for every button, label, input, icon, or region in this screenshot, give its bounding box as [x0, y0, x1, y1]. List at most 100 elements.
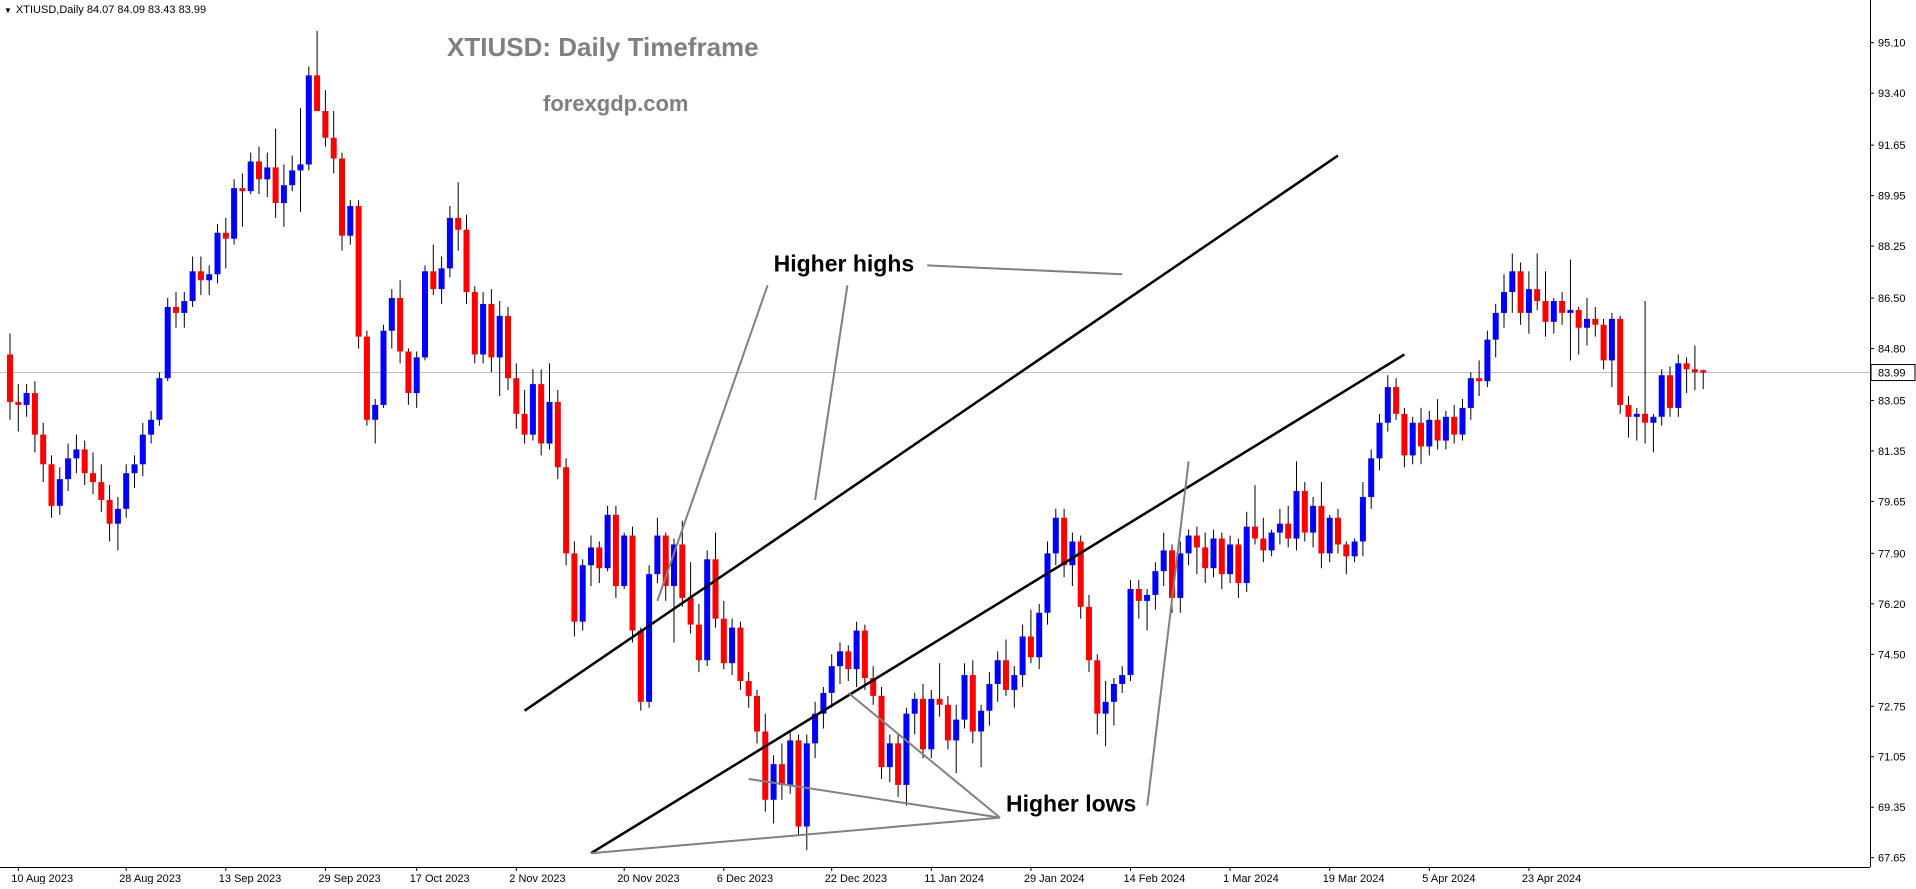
bullish-candle: [1011, 675, 1018, 690]
bullish-candle: [837, 651, 843, 667]
bearish-candle: [612, 514, 619, 587]
bullish-candle: [372, 404, 379, 420]
lower-channel-line[interactable]: [590, 353, 1406, 855]
chart-subtitle: forexgdp.com: [543, 91, 688, 116]
symbol-info: XTIUSD,Daily 84.07 84.09 83.43 83.99: [15, 4, 207, 16]
bullish-candle: [1426, 419, 1433, 447]
bullish-candle: [56, 479, 63, 506]
bullish-candle: [1185, 535, 1192, 554]
y-tick-label: 91.65: [1878, 140, 1906, 152]
bearish-candle: [81, 449, 88, 474]
bearish-candle: [455, 217, 462, 230]
bullish-candle: [496, 315, 503, 358]
bearish-candle: [1542, 301, 1549, 322]
bullish-candle: [1160, 550, 1167, 572]
bullish-candle: [231, 188, 238, 239]
bullish-candle: [1409, 422, 1416, 456]
bearish-candle: [1003, 660, 1009, 690]
bullish-candle: [114, 508, 121, 524]
bearish-candle: [1667, 375, 1673, 408]
bearish-candle: [861, 630, 868, 679]
x-tick-label: 11 Jan 2024: [924, 873, 984, 884]
y-tick-label: 77.90: [1878, 548, 1906, 560]
bearish-candle: [7, 354, 13, 402]
x-tick-label: 29 Jan 2024: [1024, 873, 1085, 884]
x-tick-label: 22 Dec 2023: [825, 873, 887, 884]
bullish-candle: [588, 547, 594, 566]
bullish-candle: [388, 298, 395, 331]
bullish-candle: [1467, 378, 1474, 408]
bullish-candle: [928, 698, 935, 750]
bearish-candle: [1335, 517, 1341, 545]
y-tick-label: 95.10: [1878, 38, 1906, 50]
x-tick-label: 13 Sep 2023: [219, 873, 281, 884]
bullish-candle: [654, 535, 661, 575]
bullish-candle: [73, 449, 80, 459]
bearish-candle: [754, 695, 760, 732]
x-tick-label: 20 Nov 2023: [617, 873, 679, 884]
bearish-candle: [31, 393, 38, 435]
x-tick-label: 23 Apr 2024: [1522, 873, 1581, 884]
bullish-candle: [828, 666, 835, 693]
triangle-down-icon[interactable]: ▼: [4, 5, 12, 15]
bullish-candle: [1359, 496, 1366, 542]
bullish-candle: [604, 514, 611, 569]
bearish-candle: [1625, 404, 1632, 417]
bearish-candle: [1285, 523, 1292, 539]
bullish-candle: [1044, 553, 1051, 613]
bearish-candle: [969, 675, 976, 732]
upper-channel-line[interactable]: [523, 154, 1339, 712]
bullish-candle: [671, 544, 677, 587]
bullish-candle: [1102, 701, 1109, 714]
annotation-pointer: [748, 778, 1001, 819]
bullish-candle: [961, 675, 968, 720]
bearish-candle: [1301, 491, 1308, 533]
bullish-candle: [1650, 416, 1657, 423]
bullish-candle: [1509, 271, 1516, 293]
bearish-candle: [1086, 606, 1092, 661]
bearish-candle: [521, 413, 528, 435]
bearish-candle: [571, 553, 578, 622]
bullish-candle: [305, 75, 312, 165]
bullish-candle: [1310, 505, 1317, 533]
bearish-candle: [272, 167, 279, 204]
bearish-candle: [662, 535, 669, 587]
bearish-candle: [1434, 419, 1441, 441]
bullish-candle: [1492, 312, 1499, 340]
bearish-candle: [222, 232, 229, 239]
y-tick-label: 71.05: [1878, 752, 1906, 764]
bullish-candle: [1227, 544, 1234, 575]
bearish-candle: [1094, 660, 1101, 714]
bullish-candle: [1276, 523, 1283, 533]
y-tick-label: 83.05: [1878, 395, 1906, 407]
y-tick-label: 67.65: [1878, 853, 1906, 865]
bullish-candle: [123, 473, 130, 509]
x-tick-label: 14 Feb 2024: [1124, 873, 1186, 884]
bullish-candle: [422, 271, 428, 358]
bearish-candle: [538, 384, 545, 444]
bearish-candle: [1691, 369, 1698, 373]
bullish-candle: [853, 630, 860, 670]
x-tick-label: 17 Oct 2023: [410, 873, 470, 884]
bearish-candle: [778, 764, 785, 785]
x-tick-label: 19 Mar 2024: [1323, 873, 1385, 884]
bearish-candle: [505, 315, 511, 379]
bearish-candle: [339, 158, 345, 236]
bearish-candle: [870, 678, 877, 696]
current-price-label: 83.99: [1878, 368, 1906, 380]
bullish-candle: [1484, 339, 1491, 382]
bearish-candle: [1700, 370, 1707, 373]
bearish-candle: [48, 464, 55, 506]
bearish-candle: [1451, 416, 1458, 435]
bearish-candle: [1202, 547, 1209, 569]
bullish-candle: [1525, 289, 1532, 313]
bullish-candle: [438, 268, 445, 290]
bullish-candle: [148, 419, 155, 435]
bullish-candle: [1152, 571, 1159, 595]
bearish-candle: [40, 434, 47, 465]
bearish-candle: [720, 618, 727, 664]
bullish-candle: [189, 271, 196, 302]
y-tick-label: 86.50: [1878, 293, 1906, 305]
annotation-pointer: [1146, 461, 1190, 806]
